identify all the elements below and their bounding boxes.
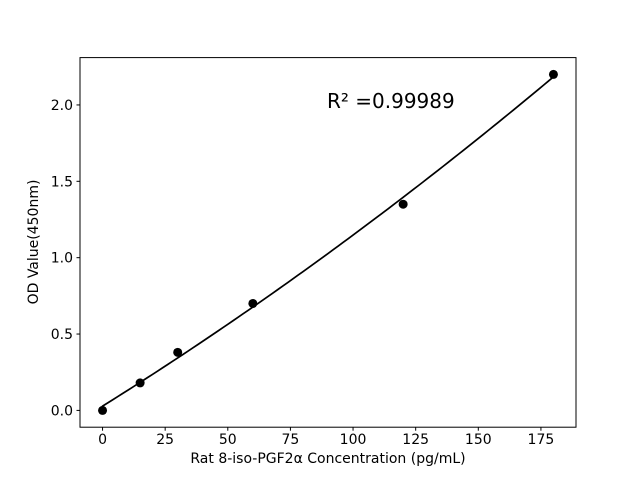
x-tick-label: 50 — [219, 432, 237, 448]
fit-curve — [101, 76, 555, 407]
x-tick-label: 150 — [465, 432, 492, 448]
y-tick-label: 1.0 — [51, 251, 73, 267]
y-axis-label: OD Value(450nm) — [26, 179, 42, 305]
data-point — [135, 378, 145, 388]
data-point — [98, 405, 108, 415]
y-tick-label: 1.5 — [51, 174, 73, 190]
y-tick-label: 2.0 — [51, 98, 73, 114]
x-tick-label: 100 — [340, 432, 367, 448]
x-tick-label: 25 — [156, 432, 174, 448]
x-tick-label: 0 — [98, 432, 107, 448]
x-tick-label: 125 — [402, 432, 429, 448]
data-point — [398, 199, 408, 209]
plot-border — [79, 57, 577, 428]
y-tick-label: 0.5 — [51, 327, 73, 343]
x-tick-label: 75 — [282, 432, 300, 448]
data-point — [173, 347, 183, 357]
data-point — [248, 298, 258, 308]
r-squared-annotation: R² =0.99989 — [327, 89, 455, 113]
data-point — [548, 69, 558, 79]
y-tick-label: 0.0 — [51, 403, 73, 419]
x-axis-label: Rat 8-iso-PGF2α Concentration (pg/mL) — [190, 451, 466, 467]
x-tick-label: 175 — [528, 432, 555, 448]
